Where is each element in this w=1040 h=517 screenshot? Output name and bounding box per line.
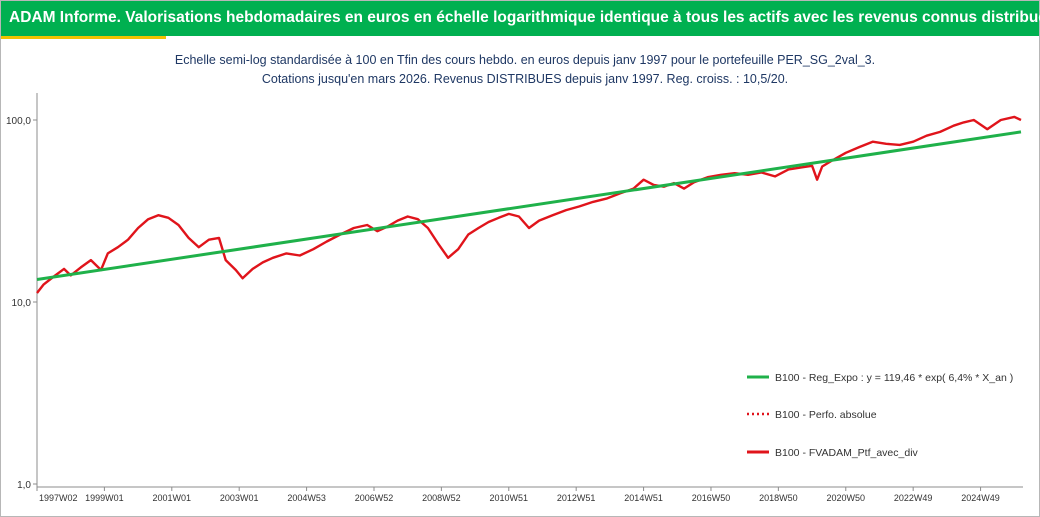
- regression-line: [36, 130, 1022, 281]
- x-tick-label: 2004W53: [287, 493, 326, 503]
- chart-subtitle-line2: Cotations jusqu'en mars 2026. Revenus DI…: [262, 72, 788, 86]
- x-tick-label: 2016W50: [692, 493, 731, 503]
- report-header: ADAM Informe. Valorisations hebdomadaire…: [1, 1, 1040, 36]
- x-tick-label: 2014W51: [624, 493, 663, 503]
- x-tick-label: 2018W50: [759, 493, 798, 503]
- y-tick-label: 10,0: [12, 298, 32, 309]
- chart-subtitle-line1: Echelle semi-log standardisée à 100 en T…: [175, 53, 875, 67]
- x-tick-label: 2001W01: [153, 493, 192, 503]
- x-tick-label: 2024W49: [961, 493, 1000, 503]
- legend-label-regression: B100 - Reg_Expo : y = 119,46 * exp( 6,4%…: [775, 372, 1013, 384]
- x-tick-label: 2003W01: [220, 493, 259, 503]
- x-tick-label: 2020W50: [827, 493, 866, 503]
- y-tick-label: 1,0: [17, 480, 31, 491]
- x-tick-label: 1997W02: [39, 493, 78, 503]
- x-tick-label: 2010W51: [490, 493, 529, 503]
- x-tick-label: 2022W49: [894, 493, 933, 503]
- legend-label-perf: B100 - Perfo. absolue: [775, 409, 877, 421]
- report-title: ADAM Informe. Valorisations hebdomadaire…: [9, 9, 1040, 26]
- header-accent-bar: [1, 36, 166, 39]
- legend-label-portfolio: B100 - FVADAM_Ptf_avec_div: [775, 447, 919, 459]
- x-tick-label: 2008W52: [422, 493, 461, 503]
- y-tick-label: 100,0: [6, 116, 31, 127]
- x-tick-label: 2012W51: [557, 493, 596, 503]
- x-tick-label: 1999W01: [85, 493, 124, 503]
- x-tick-label: 2006W52: [355, 493, 394, 503]
- legend: B100 - Reg_Expo : y = 119,46 * exp( 6,4%…: [747, 372, 1013, 459]
